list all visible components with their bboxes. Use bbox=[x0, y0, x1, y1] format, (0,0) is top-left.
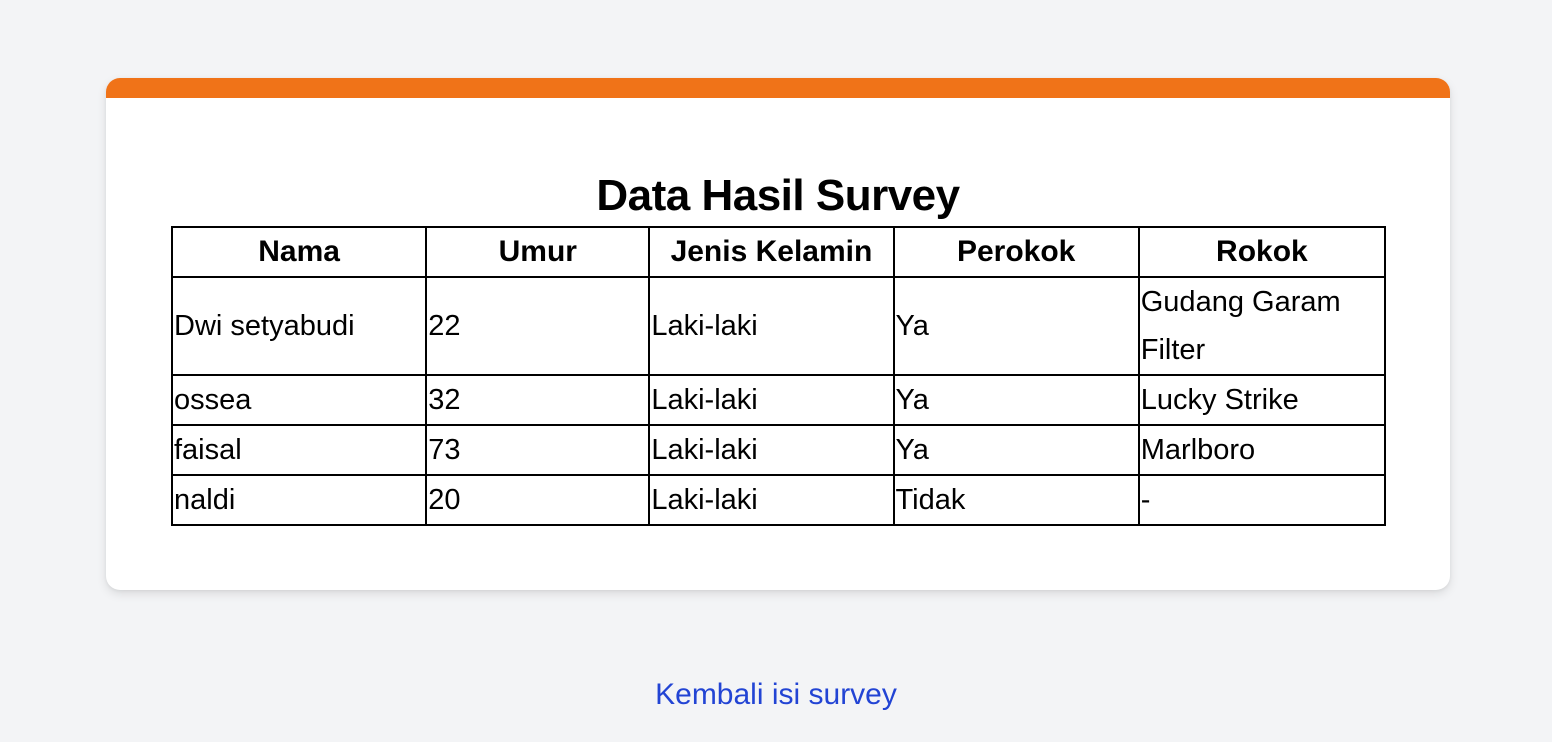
cell-rokok: Gudang Garam Filter bbox=[1137, 276, 1387, 376]
header-umur: Umur bbox=[425, 226, 651, 278]
table-header-row: Nama Umur Jenis Kelamin Perokok Rokok bbox=[170, 226, 1387, 278]
table-row: faisal 73 Laki-laki Ya Marlboro bbox=[170, 424, 1387, 476]
cell-jenis-kelamin: Laki-laki bbox=[648, 374, 895, 426]
cell-nama: naldi bbox=[170, 474, 428, 526]
cell-rokok: - bbox=[1137, 474, 1387, 526]
cell-umur: 22 bbox=[425, 276, 651, 376]
cell-perokok: Tidak bbox=[892, 474, 1140, 526]
cell-jenis-kelamin: Laki-laki bbox=[648, 276, 895, 376]
table-row: Dwi setyabudi 22 Laki-laki Ya Gudang Gar… bbox=[170, 276, 1387, 376]
cell-perokok: Ya bbox=[892, 276, 1140, 376]
header-rokok: Rokok bbox=[1137, 226, 1387, 278]
cell-jenis-kelamin: Laki-laki bbox=[648, 474, 895, 526]
header-nama: Nama bbox=[170, 226, 428, 278]
header-perokok: Perokok bbox=[892, 226, 1140, 278]
cell-perokok: Ya bbox=[892, 374, 1140, 426]
survey-results-table: Nama Umur Jenis Kelamin Perokok Rokok Dw… bbox=[170, 226, 1387, 526]
cell-umur: 20 bbox=[425, 474, 651, 526]
header-jenis-kelamin: Jenis Kelamin bbox=[648, 226, 895, 278]
cell-jenis-kelamin: Laki-laki bbox=[648, 424, 895, 476]
table-row: ossea 32 Laki-laki Ya Lucky Strike bbox=[170, 374, 1387, 426]
cell-perokok: Ya bbox=[892, 424, 1140, 476]
back-to-survey-link[interactable]: Kembali isi survey bbox=[655, 678, 897, 711]
cell-nama: Dwi setyabudi bbox=[170, 276, 428, 376]
cell-nama: ossea bbox=[170, 374, 428, 426]
cell-umur: 32 bbox=[425, 374, 651, 426]
survey-result-card: Data Hasil Survey Nama Umur Jenis Kelami… bbox=[106, 78, 1450, 590]
cell-rokok: Lucky Strike bbox=[1137, 374, 1387, 426]
cell-umur: 73 bbox=[425, 424, 651, 476]
table-row: naldi 20 Laki-laki Tidak - bbox=[170, 474, 1387, 526]
card-accent-bar bbox=[106, 78, 1450, 98]
cell-nama: faisal bbox=[170, 424, 428, 476]
page-title: Data Hasil Survey bbox=[596, 171, 960, 220]
cell-rokok: Marlboro bbox=[1137, 424, 1387, 476]
